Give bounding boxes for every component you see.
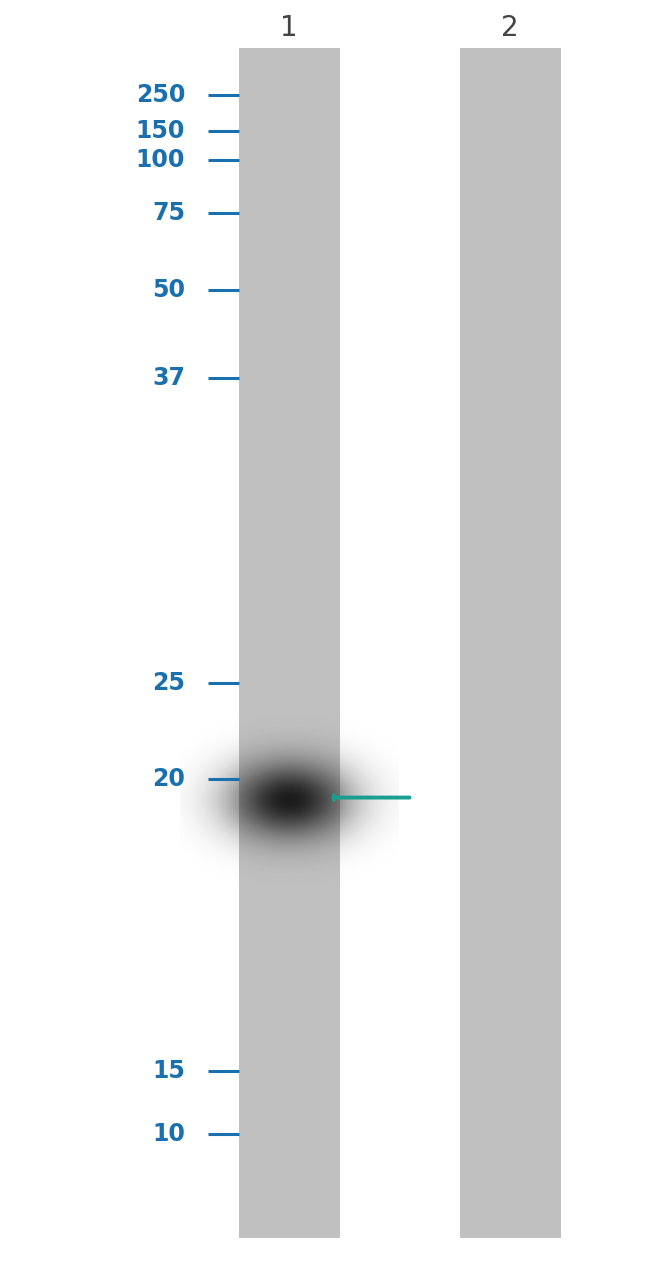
Bar: [239, 48, 339, 1238]
Text: 250: 250: [136, 84, 185, 107]
Text: 25: 25: [152, 672, 185, 695]
Text: 100: 100: [136, 149, 185, 171]
Text: 10: 10: [152, 1123, 185, 1146]
Text: 20: 20: [152, 767, 185, 790]
Bar: [460, 48, 560, 1238]
Text: 1: 1: [280, 14, 298, 42]
Text: 75: 75: [152, 202, 185, 225]
Text: 37: 37: [152, 367, 185, 390]
Text: 15: 15: [152, 1059, 185, 1082]
Text: 50: 50: [152, 278, 185, 301]
Text: 150: 150: [136, 119, 185, 142]
Text: 2: 2: [501, 14, 519, 42]
